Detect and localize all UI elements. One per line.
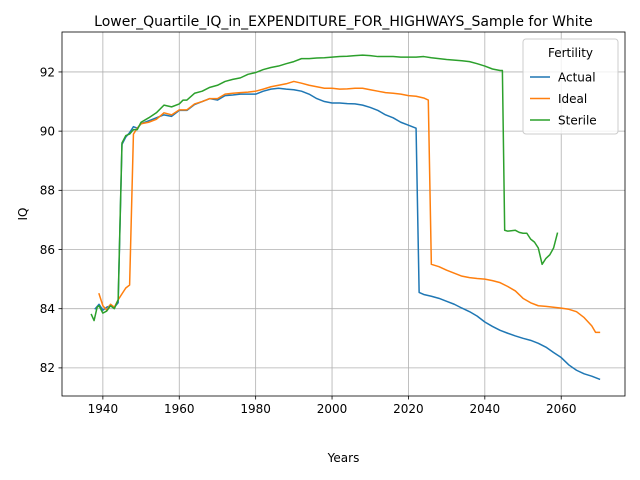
y-tick-label: 90 [40, 124, 55, 138]
x-axis-label: Years [327, 451, 360, 465]
legend-label-actual: Actual [558, 70, 596, 84]
legend-label-ideal: Ideal [558, 92, 587, 106]
x-tick-label: 1960 [164, 402, 195, 416]
x-tick-label: 1940 [88, 402, 119, 416]
legend: Fertility Actual Ideal Sterile [522, 38, 619, 135]
y-tick-label: 84 [40, 302, 55, 316]
y-axis-label: IQ [16, 208, 30, 221]
y-tick-label: 88 [40, 184, 55, 198]
x-tick-label: 2020 [393, 402, 424, 416]
legend-title: Fertility [548, 46, 593, 60]
y-tick-label: 92 [40, 65, 55, 79]
x-tick-label: 1980 [240, 402, 271, 416]
legend-box [522, 38, 619, 135]
x-tick-label: 2040 [470, 402, 501, 416]
axis-ticks: 1940 1960 1980 2000 2020 2040 2060 82 84 86 88 90 92 [40, 65, 577, 416]
legend-label-sterile: Sterile [558, 113, 597, 127]
series-line-sterile [90, 54, 559, 322]
plot-frame [61, 31, 626, 397]
series-line-ideal [98, 80, 601, 334]
x-tick-label: 2060 [546, 402, 577, 416]
y-tick-label: 86 [40, 243, 55, 257]
gridlines [62, 32, 625, 396]
legend-entries: Actual Ideal Sterile [530, 70, 597, 127]
x-tick-label: 2000 [317, 402, 348, 416]
series-lines [90, 54, 601, 381]
chart-title: Lower_Quartile_IQ_in_EXPENDITURE_FOR_HIG… [94, 14, 593, 30]
y-tick-label: 82 [40, 361, 55, 375]
